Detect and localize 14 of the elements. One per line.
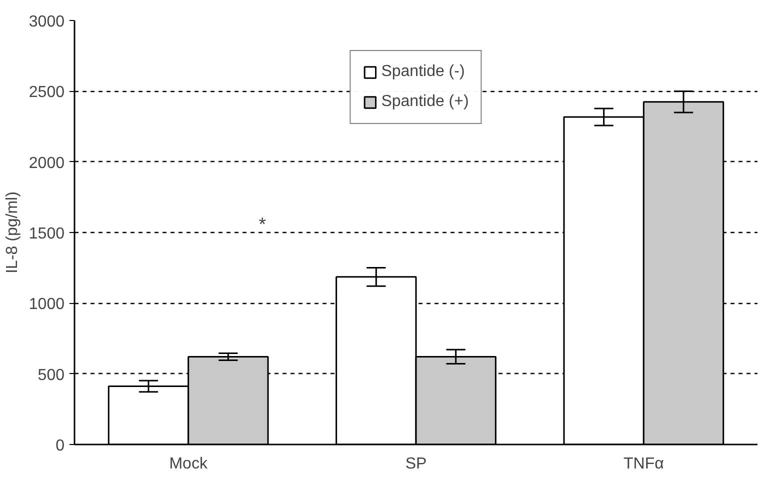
y-tick-label: 500 bbox=[38, 366, 65, 384]
y-tick-label: 1500 bbox=[28, 226, 65, 242]
x-tick-label: SP bbox=[405, 456, 427, 472]
x-tick-label: TNFα bbox=[623, 456, 664, 472]
annotation: * bbox=[258, 213, 266, 234]
y-tick-label: 2000 bbox=[28, 154, 65, 172]
y-tick-label: 3000 bbox=[28, 14, 65, 30]
y-axis-title: IL-8 (pg/ml) bbox=[4, 192, 21, 274]
x-tick-label: Mock bbox=[169, 456, 208, 472]
legend-label: Spantide (-) bbox=[381, 63, 465, 81]
y-tick-label: 1000 bbox=[28, 296, 65, 314]
y-tick-label: 0 bbox=[56, 438, 65, 454]
legend-label: Spantide (+) bbox=[381, 93, 469, 111]
y-tick-label: 2500 bbox=[28, 84, 65, 102]
